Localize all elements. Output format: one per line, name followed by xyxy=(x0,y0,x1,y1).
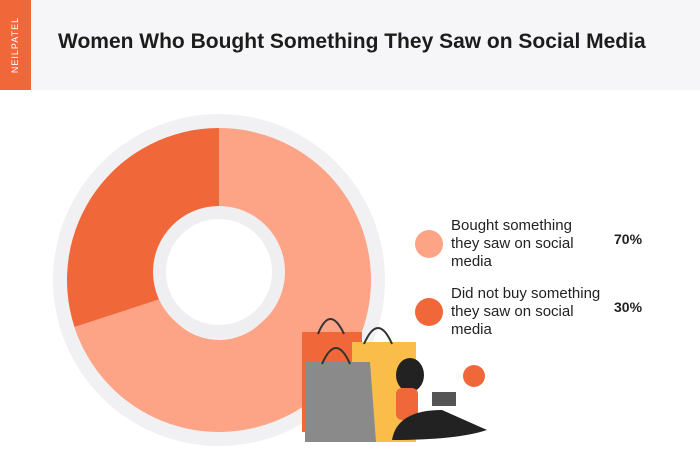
value-label: 70% xyxy=(614,231,643,247)
legend-swatch xyxy=(415,298,443,326)
legend-label: Did not buy something they saw on social… xyxy=(451,285,601,338)
value-label: 30% xyxy=(614,299,643,315)
illustration xyxy=(302,318,487,442)
legend-swatch xyxy=(415,230,443,258)
brand-strip: NEILPATEL xyxy=(0,0,31,90)
donut-hole xyxy=(166,219,272,325)
legend-label: Bought something they saw on social medi… xyxy=(451,217,574,270)
pie-slice xyxy=(66,127,219,327)
chart-title: Women Who Bought Something They Saw on S… xyxy=(58,30,646,53)
header xyxy=(0,0,700,90)
pie-slice xyxy=(74,128,372,432)
